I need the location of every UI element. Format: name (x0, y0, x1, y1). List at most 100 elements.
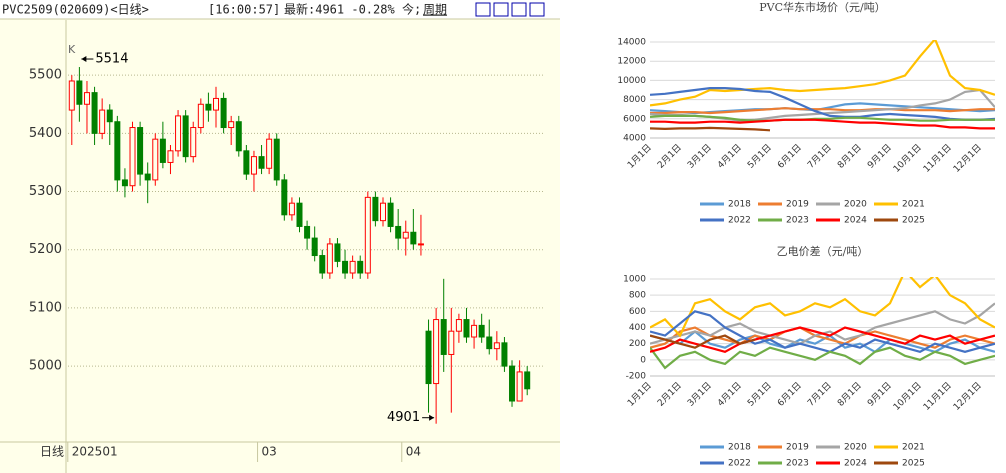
x-tick-label: 2月1日 (655, 380, 684, 409)
x-tick-label: 3月1日 (685, 142, 714, 171)
tool-right[interactable] (493, 2, 509, 17)
x-tick-label: 7月1日 (805, 380, 834, 409)
arrow-head (81, 56, 87, 63)
x-tick-label: 6月1日 (775, 142, 804, 171)
candle-body (228, 121, 235, 129)
arrow-head (429, 414, 435, 421)
y-tick-label: 5100 (29, 300, 62, 315)
candle-body (402, 231, 409, 239)
y-tick-label: 6000 (623, 114, 646, 124)
candle-body (440, 319, 447, 355)
x-tick-label: 1月1日 (625, 142, 654, 171)
candle-body (311, 237, 318, 257)
legend-label: 2022 (728, 216, 751, 226)
x-tick-label: 5月1日 (745, 380, 774, 409)
candle-body (425, 330, 432, 385)
candle-body (357, 260, 364, 274)
x-tick-label: 12月1日 (951, 380, 984, 413)
candle-body (213, 97, 220, 111)
tool-zoom[interactable] (511, 2, 527, 17)
legend-label: 2021 (902, 200, 925, 210)
candle-body (235, 121, 242, 152)
y-tick-label: 1000 (623, 275, 646, 285)
candle-body (463, 319, 470, 338)
x-tick-label: 11月1日 (921, 142, 954, 175)
legend-label: 2018 (728, 443, 751, 453)
candle-body (144, 173, 151, 181)
candle-body (281, 179, 288, 216)
y-tick-label: 400 (629, 323, 646, 333)
x-tick-label: 9月1日 (865, 142, 894, 171)
today: 今; (402, 2, 421, 17)
chart-title: 乙电价差（元/吨） (777, 244, 869, 258)
y-tick-label: 10000 (617, 76, 646, 86)
candle-body (182, 115, 189, 158)
toolbar (475, 2, 545, 17)
series-line (650, 87, 995, 121)
y-tick-label: 5000 (29, 359, 62, 374)
legend-label: 2023 (786, 459, 809, 469)
candle-body (342, 260, 349, 274)
kline-header (0, 0, 560, 19)
candle-body (372, 196, 379, 222)
plot-lines (650, 40, 995, 132)
x-tick-label: 5月1日 (745, 142, 774, 171)
legend-label: 2022 (728, 459, 751, 469)
x-tick-label: 202501 (72, 445, 118, 459)
corner-label: K (68, 43, 76, 56)
series-line (650, 326, 995, 353)
legend-label: 2020 (844, 200, 867, 210)
candle-body (501, 342, 508, 367)
series-line (650, 114, 995, 122)
tool-window[interactable] (529, 2, 545, 17)
candle-body (152, 138, 159, 181)
series-line (650, 40, 995, 107)
candle-body (455, 319, 462, 332)
x-tick-label: 10月1日 (891, 142, 924, 175)
x-tick-label: 7月1日 (805, 142, 834, 171)
candle-body (334, 243, 341, 262)
y-tick-label: 600 (629, 307, 646, 317)
y-tick-label: 5200 (29, 242, 62, 257)
y-tick-label: -200 (626, 372, 647, 382)
candle-body (410, 231, 417, 245)
legend-label: 2018 (728, 200, 751, 210)
candle-body (250, 156, 257, 175)
candle-body (190, 127, 197, 158)
candle-body (433, 319, 440, 385)
y-tick-label: 8000 (623, 95, 646, 105)
legend-label: 2019 (786, 443, 809, 453)
candle-body (114, 121, 121, 181)
x-tick-label: 9月1日 (865, 380, 894, 409)
x-tick-label: 1月1日 (625, 380, 654, 409)
bottom-label: 日线 (40, 445, 64, 459)
y-tick-label: 0 (640, 355, 646, 365)
candle-body (524, 371, 531, 390)
chart-title: PVC华东市场价（元/吨） (759, 0, 885, 14)
candle-body (175, 115, 182, 152)
x-tick-label: 8月1日 (835, 380, 864, 409)
series-line (650, 334, 756, 349)
candle-body (486, 336, 493, 350)
candle-body (273, 138, 280, 181)
x-tick-label: 11月1日 (921, 380, 954, 413)
candle-body (91, 92, 98, 134)
y-tick-label: 5500 (29, 68, 62, 83)
candle-body (387, 202, 394, 227)
candle-body (243, 150, 250, 175)
x-tick-label: 4月1日 (715, 380, 744, 409)
x-tick-label: 10月1日 (891, 380, 924, 413)
period-button[interactable]: 周期 (423, 3, 447, 17)
tool-left[interactable] (475, 2, 491, 17)
candle-body (364, 196, 371, 274)
series-line (650, 346, 995, 370)
candle-body (197, 103, 204, 129)
x-tick-label: 04 (406, 445, 421, 459)
candle-body (516, 371, 523, 402)
candle-body (296, 202, 303, 227)
x-tick-label: 2月1日 (655, 142, 684, 171)
candle-body (106, 109, 113, 123)
x-tick-label: 03 (262, 445, 277, 459)
kline-panel (0, 0, 560, 473)
